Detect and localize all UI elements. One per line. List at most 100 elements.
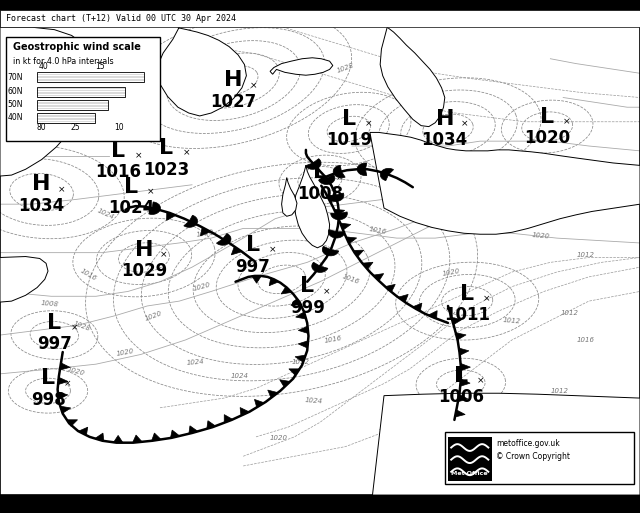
Polygon shape (231, 247, 242, 255)
Text: ×: × (134, 151, 142, 160)
Bar (37, 87, 125, 96)
Text: 998: 998 (31, 391, 65, 409)
Text: 10: 10 (114, 123, 124, 132)
Polygon shape (252, 276, 261, 283)
Polygon shape (170, 430, 180, 438)
Polygon shape (380, 27, 445, 127)
Text: ×: × (182, 149, 190, 158)
Text: 1020: 1020 (442, 267, 461, 277)
Polygon shape (166, 212, 176, 221)
Text: 1028: 1028 (336, 63, 355, 74)
Polygon shape (0, 256, 48, 302)
Text: 15: 15 (95, 62, 104, 71)
Text: 1012: 1012 (452, 410, 470, 417)
Text: ×: × (483, 294, 491, 303)
Polygon shape (296, 312, 306, 319)
Text: 1016: 1016 (323, 336, 342, 344)
Text: 25: 25 (70, 123, 80, 132)
Bar (445, 432, 634, 484)
Polygon shape (189, 426, 198, 434)
Polygon shape (157, 27, 246, 116)
Text: 1012: 1012 (577, 252, 595, 258)
Polygon shape (224, 415, 233, 423)
Text: 1024: 1024 (400, 93, 419, 102)
Bar (0, 10, 640, 27)
Polygon shape (428, 311, 437, 319)
Polygon shape (58, 392, 68, 399)
Text: 1012: 1012 (561, 310, 579, 316)
Polygon shape (357, 163, 367, 175)
Text: L: L (246, 235, 260, 255)
Text: L: L (454, 366, 468, 386)
Text: 1024: 1024 (96, 207, 115, 221)
Text: 1020: 1020 (66, 366, 85, 377)
Text: 1020: 1020 (192, 281, 211, 292)
Text: 1011: 1011 (444, 306, 490, 324)
Polygon shape (270, 58, 333, 75)
Text: metoffice.gov.uk: metoffice.gov.uk (496, 439, 560, 448)
Polygon shape (460, 379, 470, 386)
Text: 1019: 1019 (326, 131, 372, 149)
Polygon shape (380, 168, 394, 181)
Text: 1020: 1020 (387, 167, 406, 178)
Polygon shape (353, 250, 364, 257)
Text: 1006: 1006 (438, 388, 484, 406)
Polygon shape (255, 400, 264, 407)
Polygon shape (295, 355, 306, 362)
Text: L: L (159, 138, 173, 158)
Polygon shape (0, 27, 95, 176)
Text: L: L (540, 107, 554, 127)
Text: ×: × (58, 185, 65, 194)
Polygon shape (67, 420, 77, 426)
Text: L: L (41, 368, 55, 388)
Text: 1012: 1012 (551, 388, 569, 394)
Text: 1034: 1034 (422, 131, 468, 149)
Text: L: L (111, 141, 125, 161)
Text: 40: 40 (38, 62, 48, 71)
Polygon shape (60, 406, 71, 413)
Polygon shape (459, 348, 469, 356)
Text: 50N: 50N (8, 101, 23, 109)
Text: 1024: 1024 (189, 53, 208, 64)
Text: ×: × (147, 188, 155, 196)
Text: 1024: 1024 (186, 358, 204, 365)
Bar (37, 72, 144, 82)
Polygon shape (207, 421, 216, 429)
Text: 1020: 1020 (524, 129, 570, 147)
Polygon shape (385, 284, 396, 292)
Polygon shape (184, 215, 198, 227)
Text: 1012: 1012 (503, 317, 521, 324)
Text: L: L (342, 109, 356, 129)
Polygon shape (216, 233, 231, 245)
Polygon shape (291, 299, 301, 305)
Text: 1020: 1020 (195, 229, 214, 238)
Polygon shape (298, 326, 308, 333)
Text: 1012: 1012 (292, 359, 310, 365)
Polygon shape (113, 436, 123, 443)
Polygon shape (148, 202, 161, 214)
Text: 1008: 1008 (297, 185, 343, 203)
Polygon shape (95, 433, 104, 441)
Polygon shape (362, 262, 373, 269)
Text: L: L (47, 312, 61, 332)
Text: H: H (33, 174, 51, 194)
Polygon shape (370, 132, 640, 234)
Polygon shape (328, 230, 345, 238)
Text: 1028: 1028 (72, 321, 92, 332)
Polygon shape (268, 390, 278, 398)
Text: © Crown Copyright: © Crown Copyright (496, 452, 570, 461)
Text: 70N: 70N (8, 73, 23, 82)
Text: L: L (460, 284, 474, 304)
Polygon shape (458, 394, 468, 402)
Text: 1016: 1016 (341, 273, 360, 285)
Polygon shape (200, 227, 211, 236)
Text: 1020: 1020 (115, 347, 134, 357)
Text: Geostrophic wind scale: Geostrophic wind scale (13, 42, 141, 52)
Polygon shape (294, 165, 330, 248)
Polygon shape (455, 410, 465, 417)
Text: 1020: 1020 (144, 310, 163, 322)
Text: 999: 999 (290, 299, 324, 317)
Polygon shape (373, 273, 383, 281)
Polygon shape (289, 369, 300, 376)
Polygon shape (298, 341, 308, 348)
